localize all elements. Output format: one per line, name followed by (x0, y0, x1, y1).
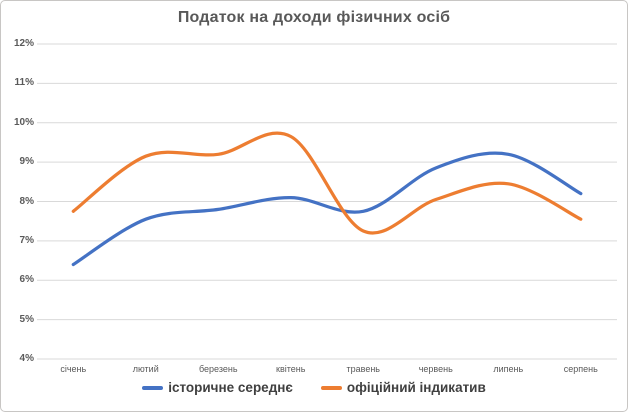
legend-label: історичне середнє (168, 380, 293, 395)
line-series-group (71, 131, 583, 267)
y-axis-tick-label: 12% (13, 38, 34, 49)
legend-line-swatch-icon (142, 385, 164, 390)
x-axis-tick-label: червень (418, 364, 453, 374)
y-axis-tick-label: 11% (14, 77, 34, 89)
x-axis-tick-label: березень (198, 364, 238, 374)
y-axis-tick-label: 4% (19, 353, 34, 364)
legend-label: офіційний індикатив (346, 380, 486, 395)
x-axis-tick-label: лютий (132, 364, 159, 374)
x-axis-tick-label: липень (493, 364, 524, 374)
y-axis-tick-label: 10% (13, 116, 34, 128)
y-axis-tick-label: 7% (19, 234, 34, 246)
y-axis-tick-label: 5% (19, 313, 34, 325)
legend-item: офіційний індикатив (320, 380, 486, 395)
y-axis-labels: 12% 11% 10% 9% 8% 7% 6% 5% 4% (1, 1, 34, 411)
x-axis-tick-label: травень (346, 364, 380, 374)
x-axis-tick-label: серпень (563, 364, 598, 374)
x-axis-tick-label: січень (60, 364, 87, 374)
y-axis-tick-label: 9% (19, 156, 34, 168)
line-series-2 (71, 131, 583, 235)
chart-title: Податок на доходи фізичних осіб (177, 9, 451, 26)
gridlines (37, 43, 617, 360)
legend-line-swatch-icon (320, 385, 342, 390)
line-series-1 (71, 151, 583, 267)
y-axis-tick-label: 6% (19, 274, 34, 286)
y-axis-tick-label: 8% (19, 195, 34, 207)
legend: історичне середнє офіційний індикатив (1, 380, 627, 395)
legend-item: історичне середнє (142, 380, 293, 395)
x-axis-tick-label: квітень (276, 364, 306, 374)
